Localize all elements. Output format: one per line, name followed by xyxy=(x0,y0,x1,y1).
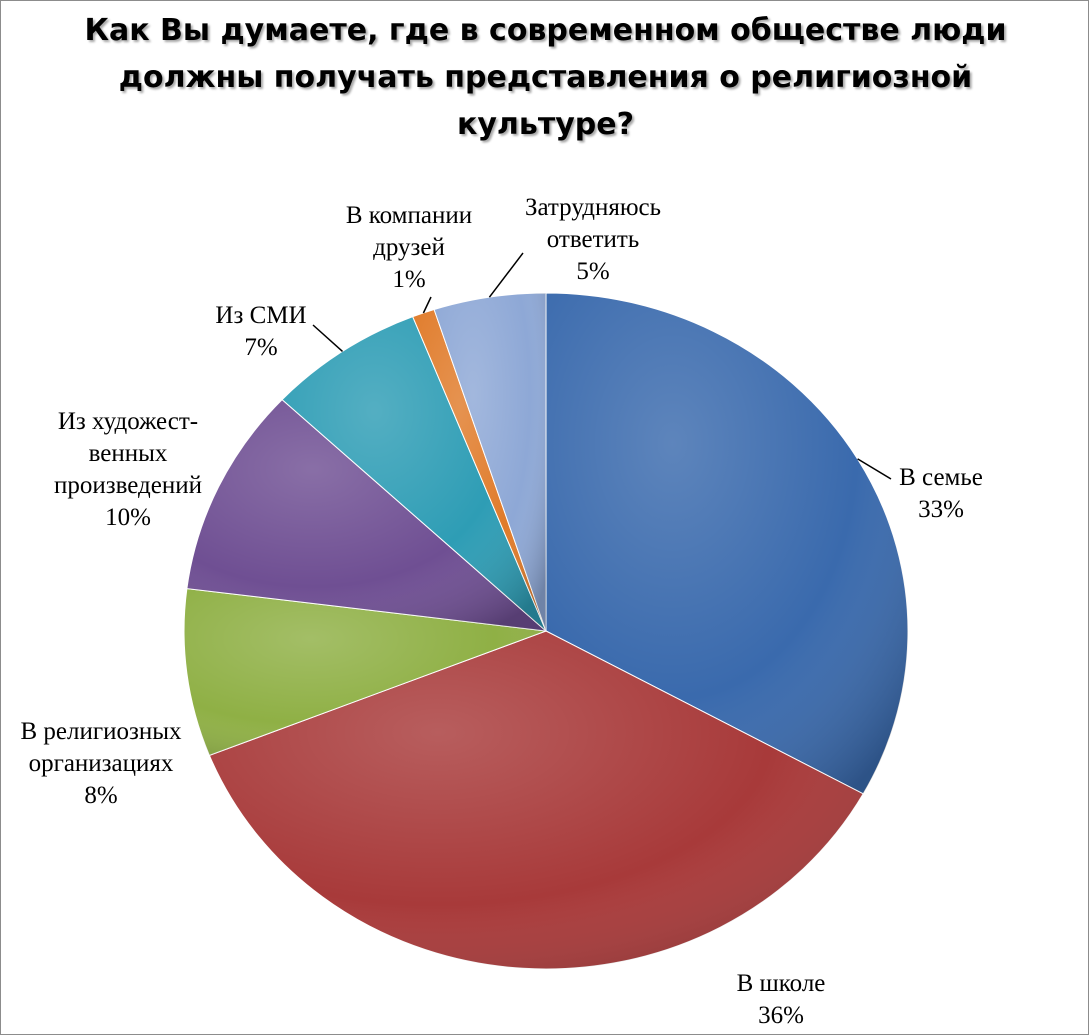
chart-title: Как Вы думаете, где в современном общест… xyxy=(61,7,1030,148)
slice-value-label: 33% xyxy=(918,496,964,523)
slice-category-label: организациях xyxy=(29,750,174,777)
pie-slice-shading xyxy=(282,316,546,631)
slice-value-label: 8% xyxy=(84,782,117,809)
slice-value-label: 36% xyxy=(758,1002,804,1029)
slice-category-label: Из художест- xyxy=(58,408,198,435)
pie-slice-shading xyxy=(184,588,546,756)
slice-value-label: 10% xyxy=(105,504,151,531)
leader-line xyxy=(857,458,892,480)
pie-slice-shading xyxy=(209,631,864,969)
slice-category-label: В семье xyxy=(899,464,983,491)
chart-title-line-3: культуре? xyxy=(456,107,635,142)
chart-title-line-1: Как Вы думаете, где в современном общест… xyxy=(84,13,1007,48)
pie-slice-shading xyxy=(434,292,546,631)
leader-line xyxy=(312,324,344,352)
slice-category-label: В религиозных xyxy=(20,718,182,745)
pie-slice-shading xyxy=(186,399,546,631)
slice-category-label: Затрудняюсь xyxy=(525,194,661,221)
slice-value-label: 5% xyxy=(576,258,609,285)
slice-value-label: 7% xyxy=(244,334,277,361)
slice-category-label: Из СМИ xyxy=(215,302,306,329)
slice-category-label: венных xyxy=(89,440,168,467)
leader-line xyxy=(422,296,432,314)
slice-category-label: В школе xyxy=(737,970,826,997)
leader-line xyxy=(488,252,524,298)
slice-category-label: произведений xyxy=(54,472,202,499)
slice-value-label: 1% xyxy=(392,266,425,293)
pie-slice-shading xyxy=(412,309,546,631)
pie-slice-shading xyxy=(546,293,908,794)
chart-title-line-2: должны получать представления о религиоз… xyxy=(118,60,973,95)
slice-category-label: друзей xyxy=(373,234,445,261)
slice-category-label: ответить xyxy=(547,226,639,253)
slice-category-label: В компании xyxy=(346,202,472,229)
